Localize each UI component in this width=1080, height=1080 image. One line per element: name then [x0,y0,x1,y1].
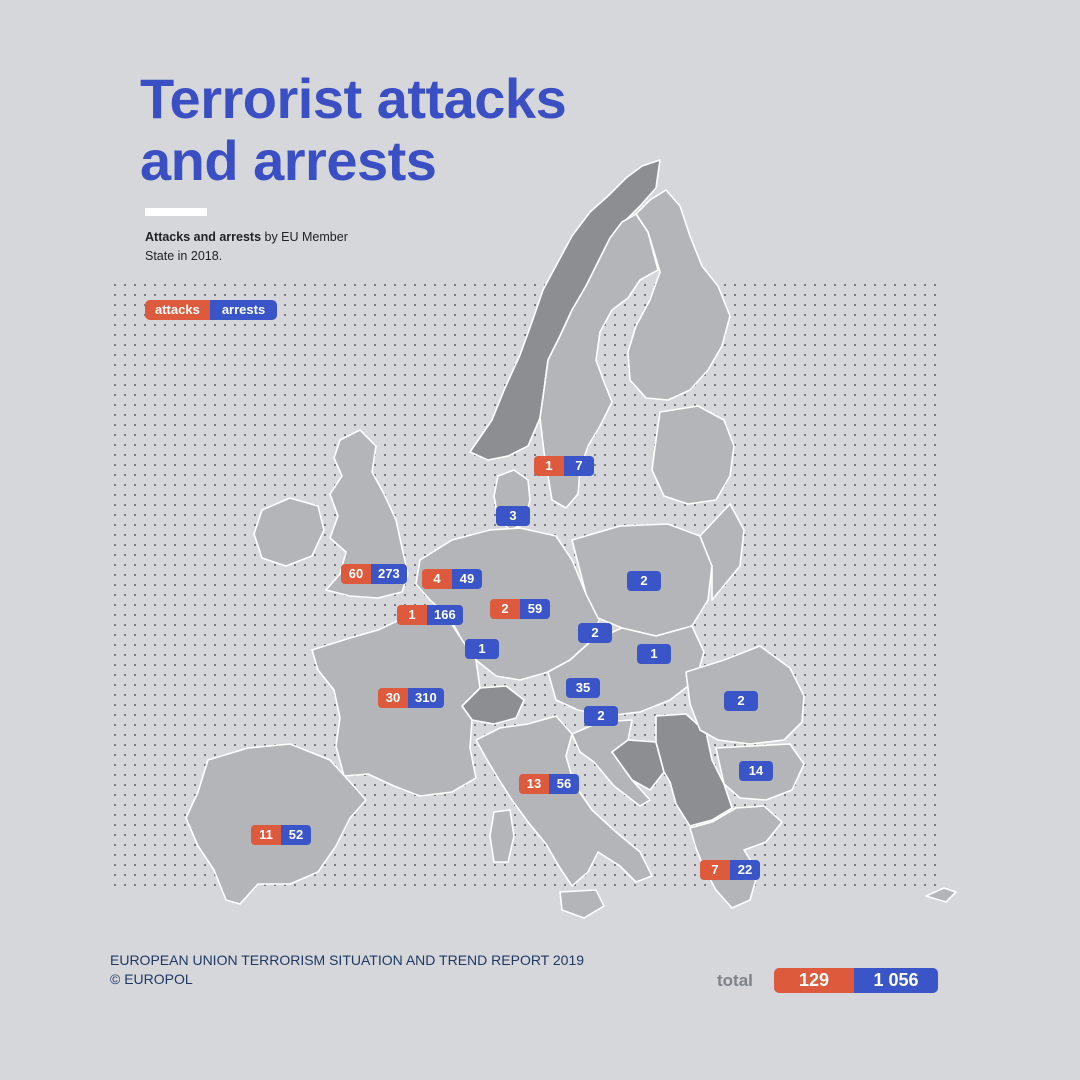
total-attacks: 129 [774,968,854,993]
page-title: Terrorist attacks and arrests [140,67,567,192]
subtitle-bold: Attacks and arrests [145,230,262,244]
marker-germany: 2 59 [490,599,550,619]
marker-arrests: 7 [564,456,594,476]
sardinia-shape [489,809,515,863]
total-arrests: 1 056 [854,968,938,993]
cyprus-shape [925,887,957,903]
subtitle: Attacks and arrests by EU Member State i… [145,228,375,266]
source-footer: EUROPEAN UNION TERRORISM SITUATION AND T… [110,951,584,989]
marker-arrests: 22 [730,860,760,880]
marker-attacks: 1 [397,605,427,625]
marker-slovakia: 1 [637,644,671,664]
marker-arrests: 49 [452,569,482,589]
baltics-shape [651,405,735,505]
marker-attacks: 60 [341,564,371,584]
total-pill: 129 1 056 [774,968,938,993]
marker-attacks: 30 [378,688,408,708]
marker-attacks: 13 [519,774,549,794]
marker-arrests: 2 [578,623,612,643]
marker-italy: 13 56 [519,774,579,794]
marker-belgium: 1 166 [397,605,463,625]
marker-czech-republic: 2 [578,623,612,643]
marker-arrests: 273 [371,564,407,584]
marker-arrests: 1 [465,639,499,659]
marker-arrests: 310 [408,688,444,708]
sicily-shape [559,889,605,919]
title-line-1: Terrorist attacks [140,67,567,130]
marker-spain: 11 52 [251,825,311,845]
marker-france: 30 310 [378,688,444,708]
marker-arrests: 2 [584,706,618,726]
marker-bulgaria: 14 [739,761,773,781]
footer-line-1: EUROPEAN UNION TERRORISM SITUATION AND T… [110,952,585,968]
marker-arrests: 59 [520,599,550,619]
legend-arrests: arrests [209,300,278,320]
marker-poland: 2 [627,571,661,591]
marker-slovenia: 2 [584,706,618,726]
ireland-shape [253,497,325,567]
marker-attacks: 2 [490,599,520,619]
finland-shape [627,189,731,401]
marker-attacks: 4 [422,569,452,589]
marker-attacks: 1 [534,456,564,476]
marker-denmark: 3 [496,506,530,526]
italy-shape [475,715,653,887]
marker-attacks: 7 [700,860,730,880]
title-line-2: and arrests [140,129,437,192]
legend-attacks: attacks [145,300,210,320]
marker-luxembourg: 1 [465,639,499,659]
marker-arrests: 56 [549,774,579,794]
marker-arrests: 2 [724,691,758,711]
switzerland-shape [461,685,525,725]
great-britain-shape [325,429,409,599]
croatia-shape [571,719,651,807]
marker-arrests: 1 [637,644,671,664]
eastern-region-shape [699,503,745,601]
marker-greece: 7 22 [700,860,760,880]
total-label: total [717,971,753,990]
title-underline [145,208,207,216]
marker-romania: 2 [724,691,758,711]
legend: attacks arrests [145,300,278,320]
marker-arrests: 35 [566,678,600,698]
subtitle-rest: by EU Member State in 2018. [145,230,348,263]
marker-austria: 35 [566,678,600,698]
marker-united-kingdom: 60 273 [341,564,407,584]
iberia-shape [185,743,367,905]
marker-arrests: 14 [739,761,773,781]
marker-netherlands: 4 49 [422,569,482,589]
marker-attacks: 11 [251,825,281,845]
marker-arrests: 166 [427,605,463,625]
marker-arrests: 3 [496,506,530,526]
footer-line-2: © EUROPOL [110,971,193,987]
marker-arrests: 52 [281,825,311,845]
marker-arrests: 2 [627,571,661,591]
